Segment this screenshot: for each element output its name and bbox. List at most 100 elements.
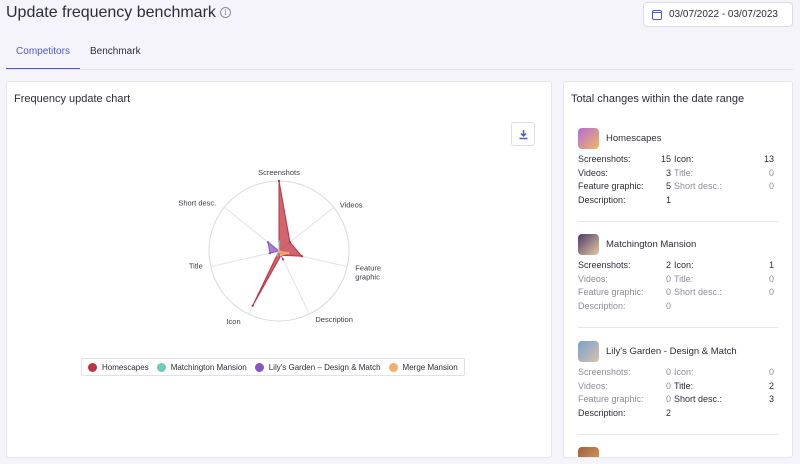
- axis-label-0: Screenshots: [258, 168, 300, 177]
- app-summary: Matchington Mansion Screenshots: 2 Icon: 1 Vi…: [578, 233, 778, 312]
- series-area-2: [267, 241, 284, 260]
- app-divider: [578, 434, 778, 435]
- stat-value: 1: [665, 194, 671, 205]
- stat-value: 3: [768, 394, 774, 404]
- stat-value: 0: [665, 300, 671, 311]
- axis-label-2: Feature graphic: [355, 264, 381, 282]
- tab-benchmark[interactable]: Benchmark: [90, 46, 141, 57]
- page-title: Update frequency benchmark i: [6, 4, 231, 22]
- stat-row: Feature graphic: 0: [578, 393, 674, 406]
- download-icon: [519, 129, 527, 139]
- series-point-0-1: [288, 241, 292, 244]
- legend-label: Matchington Mansion: [170, 362, 247, 372]
- stat-label: Screenshots:: [578, 154, 631, 164]
- stat-label: Icon:: [674, 260, 694, 270]
- axis-label-3: Description: [315, 315, 353, 324]
- frequency-chart-card: Frequency update chart Screenshots Videos…: [6, 81, 552, 458]
- app-name[interactable]: Lily's Garden - Design & Match: [606, 345, 737, 357]
- stat-label: Videos:: [578, 167, 608, 178]
- legend-label: Lily's Garden – Design & Match: [268, 362, 381, 372]
- app-icon: [578, 127, 599, 149]
- stat-value: 0: [768, 287, 774, 297]
- app-stats: Screenshots: 2 Icon: 1 Videos: 0 Title: 0 Featur…: [578, 259, 778, 312]
- legend-swatch: [254, 362, 264, 372]
- stat-row: Description: 2: [578, 407, 674, 420]
- stat-row: Icon: 1: [674, 259, 774, 272]
- stat-label: Description:: [578, 407, 626, 418]
- stat-label: Feature graphic:: [578, 394, 644, 404]
- app-summary: Lily's Garden - Design & Match Screenshot…: [578, 340, 778, 419]
- legend-item-2[interactable]: Lily's Garden – Design & Match: [254, 362, 381, 372]
- series-point-2-3: [281, 258, 285, 261]
- stat-row: Short desc.: 3: [674, 393, 774, 406]
- app-name[interactable]: Matchington Mansion: [606, 238, 697, 250]
- stat-label: Screenshots:: [578, 260, 631, 270]
- legend-swatch: [156, 362, 166, 372]
- stat-row: Screenshots: 2: [578, 259, 674, 272]
- legend-item-0[interactable]: Homescapes: [88, 362, 149, 372]
- tab-bar: Competitors Benchmark: [6, 36, 151, 70]
- legend-item-3[interactable]: Merge Mansion: [388, 362, 458, 372]
- app-stats: Screenshots: 0 Icon: 0 Videos: 0 Title: 2 Featur…: [578, 366, 778, 419]
- calendar-icon: [652, 9, 662, 20]
- stat-row: Screenshots: 15: [578, 153, 674, 166]
- stat-label: Videos:: [578, 380, 608, 391]
- legend-label: Homescapes: [102, 362, 149, 372]
- date-range-text: 03/07/2022 - 03/07/2023: [669, 9, 778, 20]
- stat-label: Feature graphic:: [578, 181, 644, 191]
- chart-title: Frequency update chart: [14, 93, 131, 105]
- legend-item-1[interactable]: Matchington Mansion: [156, 362, 247, 372]
- radar-spoke-3: [278, 250, 310, 315]
- info-icon[interactable]: i: [219, 7, 231, 18]
- stat-label: Description:: [578, 300, 626, 311]
- stat-value: 2: [768, 380, 774, 391]
- stat-row: Title: 0: [674, 167, 774, 180]
- stat-value: 0: [665, 394, 671, 404]
- axis-label-1: Videos: [340, 200, 363, 209]
- app-name[interactable]: Homescapes: [606, 132, 662, 144]
- axis-label-5: Title: [189, 262, 203, 271]
- series-point-1-0: [277, 240, 281, 243]
- stat-row: Short desc.: 0: [674, 286, 774, 299]
- tab-competitors[interactable]: Competitors: [6, 36, 80, 70]
- header: Update frequency benchmark i 03/07/2022 -…: [0, 0, 800, 70]
- stat-value: 13: [763, 154, 774, 164]
- stat-row: Title: 2: [674, 380, 774, 393]
- stat-value: 0: [768, 367, 774, 377]
- download-button[interactable]: [511, 122, 535, 146]
- stat-value: 0: [768, 273, 774, 284]
- stat-label: Videos:: [578, 273, 608, 284]
- stat-row: Feature graphic: 0: [578, 286, 674, 299]
- stat-label: Short desc.:: [674, 394, 723, 404]
- stat-label: Title:: [674, 167, 694, 178]
- stat-row: Icon: 13: [674, 153, 774, 166]
- stat-row: Videos: 0: [578, 380, 674, 393]
- stat-label: Screenshots:: [578, 367, 631, 377]
- app-header: Homescapes: [578, 127, 778, 149]
- app-stats: Screenshots: 15 Icon: 13 Videos: 3 Title: 0 Feat…: [578, 153, 778, 206]
- radar-spoke-5: [210, 250, 280, 268]
- stat-value: 15: [660, 154, 671, 164]
- stat-row: Videos: 3: [578, 167, 674, 180]
- totals-title: Total changes within the date range: [571, 93, 745, 105]
- app-summary: Homescapes Screenshots: 15 Icon: 13 Videos: 3 T…: [578, 127, 778, 206]
- stat-label: Icon:: [674, 154, 694, 164]
- stat-empty: [674, 300, 774, 313]
- stat-empty: [674, 407, 774, 420]
- series-area-0: [252, 180, 303, 306]
- app-icon: [578, 340, 599, 362]
- stat-row: Screenshots: 0: [578, 366, 674, 379]
- stat-empty: [674, 194, 774, 207]
- date-range-picker[interactable]: 03/07/2022 - 03/07/2023: [643, 2, 793, 27]
- series-point-3-3: [279, 254, 283, 257]
- app-divider: [578, 327, 778, 328]
- series-point-3-2: [286, 251, 290, 255]
- series-point-2-6: [266, 241, 270, 244]
- app-header: Lily's Garden - Design & Match: [578, 340, 778, 362]
- stat-row: Feature graphic: 5: [578, 180, 674, 193]
- axis-label-4: Icon: [226, 317, 240, 326]
- stat-row: Description: 0: [578, 300, 674, 313]
- tabs-divider: [6, 69, 793, 70]
- stat-label: Title:: [674, 380, 694, 391]
- stat-value: 0: [665, 380, 671, 391]
